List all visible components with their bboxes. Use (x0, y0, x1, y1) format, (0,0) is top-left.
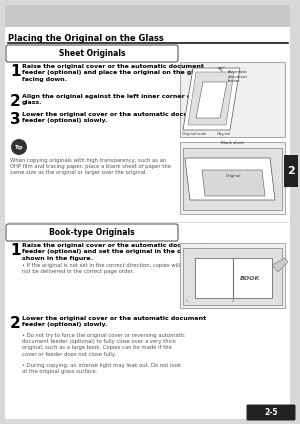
Text: • Do not try to force the original cover or reversing automatic
document feeder : • Do not try to force the original cover… (22, 333, 185, 357)
FancyBboxPatch shape (284, 155, 298, 187)
Text: When copying originals with high transparency, such as an
OHP film and tracing p: When copying originals with high transpa… (10, 158, 171, 176)
Polygon shape (272, 258, 288, 272)
Polygon shape (188, 72, 234, 125)
FancyBboxPatch shape (247, 404, 296, 421)
Text: BOOK: BOOK (240, 276, 260, 281)
Text: Raise the original cover or the automatic document
feeder (optional) and place t: Raise the original cover or the automati… (22, 64, 205, 82)
Polygon shape (202, 170, 265, 196)
Text: 1: 1 (10, 243, 20, 258)
Text: Book-type Originals: Book-type Originals (49, 228, 135, 237)
Text: Placing the Original on the Glass: Placing the Original on the Glass (8, 34, 164, 43)
Text: 1: 1 (10, 64, 20, 79)
Text: Lower the original cover or the automatic document
feeder (optional) slowly.: Lower the original cover or the automati… (22, 112, 206, 123)
FancyBboxPatch shape (180, 142, 285, 214)
Text: 1: 1 (186, 299, 188, 303)
Text: 3: 3 (10, 112, 21, 127)
Polygon shape (183, 148, 282, 210)
FancyBboxPatch shape (6, 224, 178, 241)
FancyBboxPatch shape (6, 45, 178, 62)
Polygon shape (183, 248, 282, 305)
Text: Lower the original cover or the automatic document
feeder (optional) slowly.: Lower the original cover or the automati… (22, 316, 206, 327)
Text: Original: Original (217, 132, 231, 136)
Text: Sheet Originals: Sheet Originals (59, 49, 125, 58)
Polygon shape (196, 82, 227, 118)
Text: 2: 2 (10, 94, 21, 109)
Text: • If the original is not set in the correct direction, copies will
not be delive: • If the original is not set in the corr… (22, 263, 180, 274)
Text: Original: Original (226, 174, 242, 178)
Text: Blank sheet: Blank sheet (220, 141, 243, 145)
Text: Automatic
document
feeder: Automatic document feeder (228, 70, 248, 83)
Text: Raise the original cover or the automatic document
feeder (optional) and set the: Raise the original cover or the automati… (22, 243, 208, 261)
Text: Align the original against the left inner corner of the
glass.: Align the original against the left inne… (22, 94, 208, 106)
FancyBboxPatch shape (5, 5, 290, 419)
FancyBboxPatch shape (180, 243, 285, 308)
Text: 2-5: 2-5 (264, 408, 278, 417)
FancyBboxPatch shape (180, 62, 285, 137)
Text: 2: 2 (232, 299, 234, 303)
Polygon shape (185, 158, 275, 200)
Circle shape (11, 139, 27, 155)
Text: Original scale: Original scale (182, 132, 206, 136)
Text: 2: 2 (10, 316, 21, 331)
Polygon shape (195, 258, 272, 298)
Text: 2: 2 (287, 166, 295, 176)
Polygon shape (183, 68, 240, 130)
Text: • During copying, an intense light may leak out. Do not look
at the original gla: • During copying, an intense light may l… (22, 363, 181, 374)
Text: Tip: Tip (15, 145, 23, 150)
FancyBboxPatch shape (5, 5, 290, 27)
